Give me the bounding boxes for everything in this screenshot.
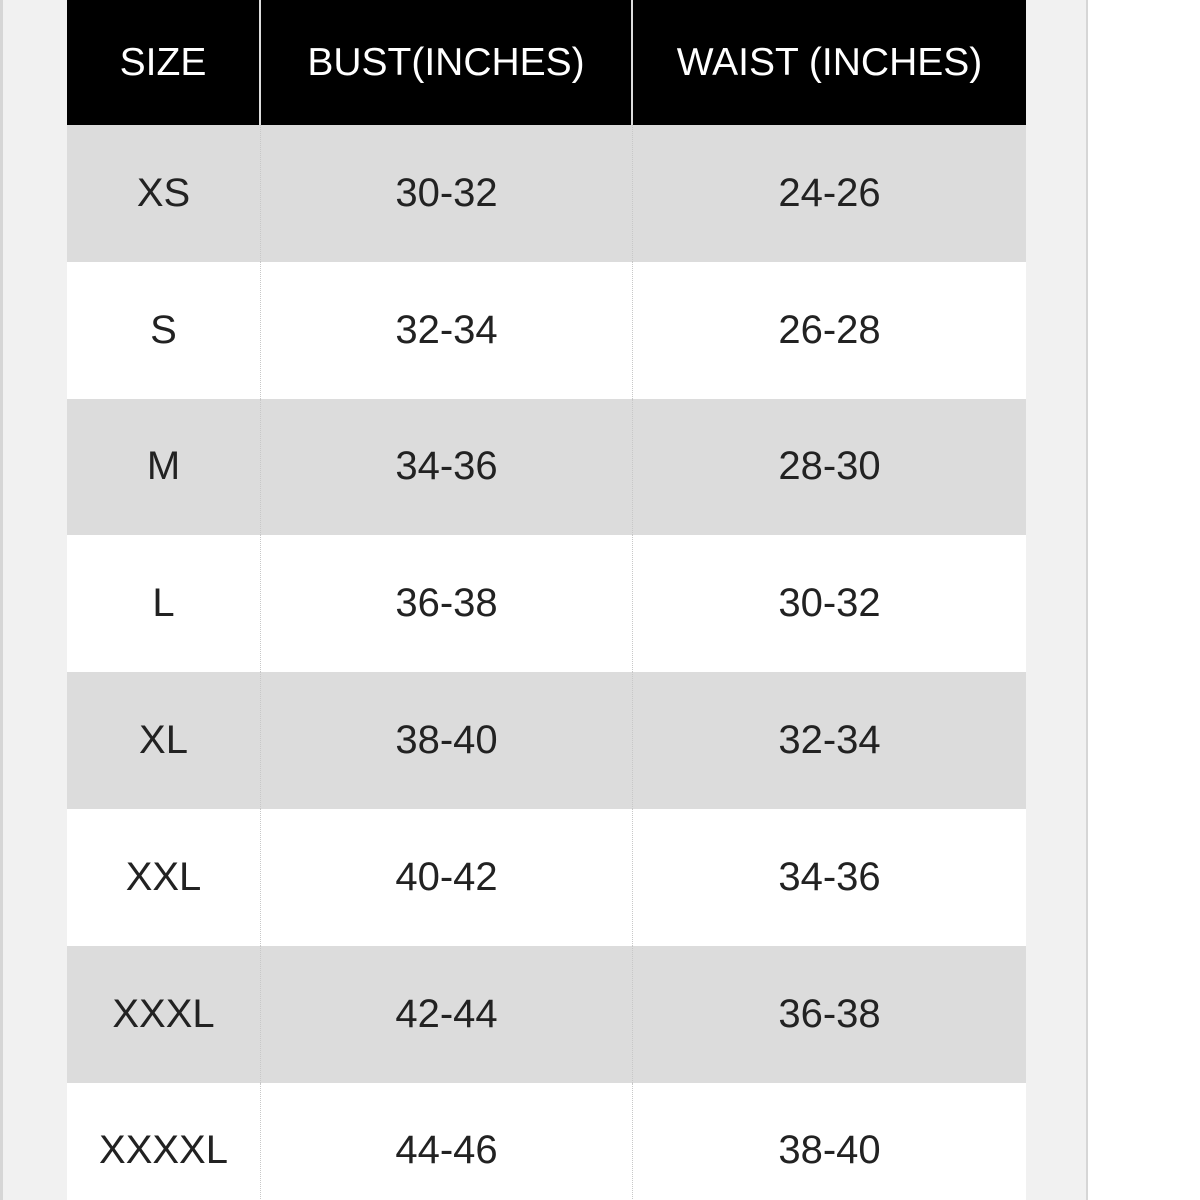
table-row: XXXL 42-44 36-38 xyxy=(67,945,1026,1083)
table-cell: 30-32 xyxy=(261,125,633,262)
table-cell: XXXL xyxy=(67,945,261,1083)
table-cell: 36-38 xyxy=(778,991,881,1036)
table-cell: 30-32 xyxy=(778,581,881,626)
table-cell: 38-40 xyxy=(261,672,633,809)
table-cell: XXL xyxy=(67,809,261,946)
table-cell: 32-34 xyxy=(261,261,633,399)
table-cell: XXXXL xyxy=(67,1082,261,1200)
table-cell: 34-36 xyxy=(261,398,633,536)
table-row: M 34-36 28-30 xyxy=(67,398,1026,536)
header-row: SIZE BUST(INCHES) WAIST (INCHES) xyxy=(67,0,1026,125)
table-cell: 40-42 xyxy=(261,809,633,946)
table-cell: 36-38 xyxy=(261,535,633,673)
size-table: SIZE BUST(INCHES) WAIST (INCHES) XS 30-32 24-… xyxy=(67,0,1026,1200)
table-cell: S xyxy=(67,261,261,399)
table-row: XL 38-40 32-34 xyxy=(67,672,1026,809)
table-cell: L xyxy=(67,535,261,673)
table-cell: 42-44 xyxy=(261,945,633,1083)
table-cell: 26-28 xyxy=(778,307,881,352)
table-row: XXL 40-42 34-36 xyxy=(67,809,1026,946)
table-row: S 32-34 26-28 xyxy=(67,261,1026,399)
table-cell: 38-40 xyxy=(778,1128,881,1173)
table-cell: XL xyxy=(67,672,261,809)
table-row: XS 30-32 24-26 xyxy=(67,125,1026,262)
table-cell: 28-30 xyxy=(778,444,881,489)
table-cell: 44-46 xyxy=(261,1082,633,1200)
header-cell: BUST(INCHES) xyxy=(261,0,633,125)
table-cell: 34-36 xyxy=(778,854,881,899)
table-cell: M xyxy=(67,398,261,536)
table-cell: XS xyxy=(67,125,261,262)
table-cell: 32-34 xyxy=(778,718,881,763)
header-cell: SIZE xyxy=(67,0,261,125)
header-cell: WAIST (INCHES) xyxy=(676,40,983,84)
table-cell: 24-26 xyxy=(778,170,881,215)
table-row: XXXXL 44-46 38-40 xyxy=(67,1082,1026,1200)
table-row: L 36-38 30-32 xyxy=(67,535,1026,673)
